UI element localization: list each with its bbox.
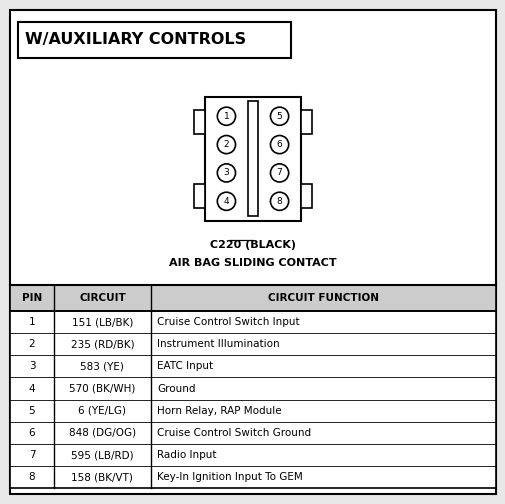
Bar — [205, 97, 300, 221]
Text: 3: 3 — [29, 361, 35, 371]
Text: 6: 6 — [29, 428, 35, 438]
Text: EATC Input: EATC Input — [157, 361, 213, 371]
Text: 2: 2 — [29, 339, 35, 349]
Bar — [248, 101, 257, 217]
Text: 6: 6 — [276, 140, 282, 149]
Text: 151 (LB/BK): 151 (LB/BK) — [72, 317, 133, 327]
Text: 4: 4 — [223, 197, 229, 206]
Text: Cruise Control Switch Ground: Cruise Control Switch Ground — [157, 428, 311, 438]
Bar — [193, 183, 205, 208]
Bar — [10, 311, 495, 488]
Text: 158 (BK/VT): 158 (BK/VT) — [71, 472, 133, 482]
Text: 1: 1 — [29, 317, 35, 327]
Text: AIR BAG SLIDING CONTACT: AIR BAG SLIDING CONTACT — [169, 259, 336, 268]
Bar — [18, 22, 290, 58]
Text: PIN: PIN — [22, 293, 42, 303]
Text: Radio Input: Radio Input — [157, 450, 216, 460]
Text: Cruise Control Switch Input: Cruise Control Switch Input — [157, 317, 299, 327]
Text: Instrument Illumination: Instrument Illumination — [157, 339, 279, 349]
Text: 4: 4 — [29, 384, 35, 394]
Text: 7: 7 — [29, 450, 35, 460]
Text: 583 (YE): 583 (YE) — [80, 361, 124, 371]
Text: 570 (BK/WH): 570 (BK/WH) — [69, 384, 135, 394]
Text: 235 (RD/BK): 235 (RD/BK) — [71, 339, 134, 349]
Text: Ground: Ground — [157, 384, 195, 394]
Text: 2: 2 — [223, 140, 229, 149]
Bar — [300, 109, 312, 134]
Text: 8: 8 — [276, 197, 282, 206]
Bar — [10, 285, 495, 311]
Text: 3: 3 — [223, 168, 229, 177]
Text: W/AUXILIARY CONTROLS: W/AUXILIARY CONTROLS — [25, 32, 246, 47]
Text: CIRCUIT: CIRCUIT — [79, 293, 126, 303]
Text: 6 (YE/LG): 6 (YE/LG) — [78, 406, 126, 416]
Text: Key-In Ignition Input To GEM: Key-In Ignition Input To GEM — [157, 472, 302, 482]
Text: C220 (BLACK): C220 (BLACK) — [210, 240, 295, 249]
Text: 595 (LB/RD): 595 (LB/RD) — [71, 450, 133, 460]
Text: 1: 1 — [223, 112, 229, 121]
Text: 7: 7 — [276, 168, 282, 177]
Bar — [300, 183, 312, 208]
Text: Horn Relay, RAP Module: Horn Relay, RAP Module — [157, 406, 281, 416]
Text: 848 (DG/OG): 848 (DG/OG) — [69, 428, 136, 438]
Bar — [193, 109, 205, 134]
Text: CIRCUIT FUNCTION: CIRCUIT FUNCTION — [268, 293, 378, 303]
Bar — [10, 285, 495, 311]
Text: 5: 5 — [29, 406, 35, 416]
Text: 5: 5 — [276, 112, 282, 121]
Text: 8: 8 — [29, 472, 35, 482]
Bar — [10, 311, 495, 488]
